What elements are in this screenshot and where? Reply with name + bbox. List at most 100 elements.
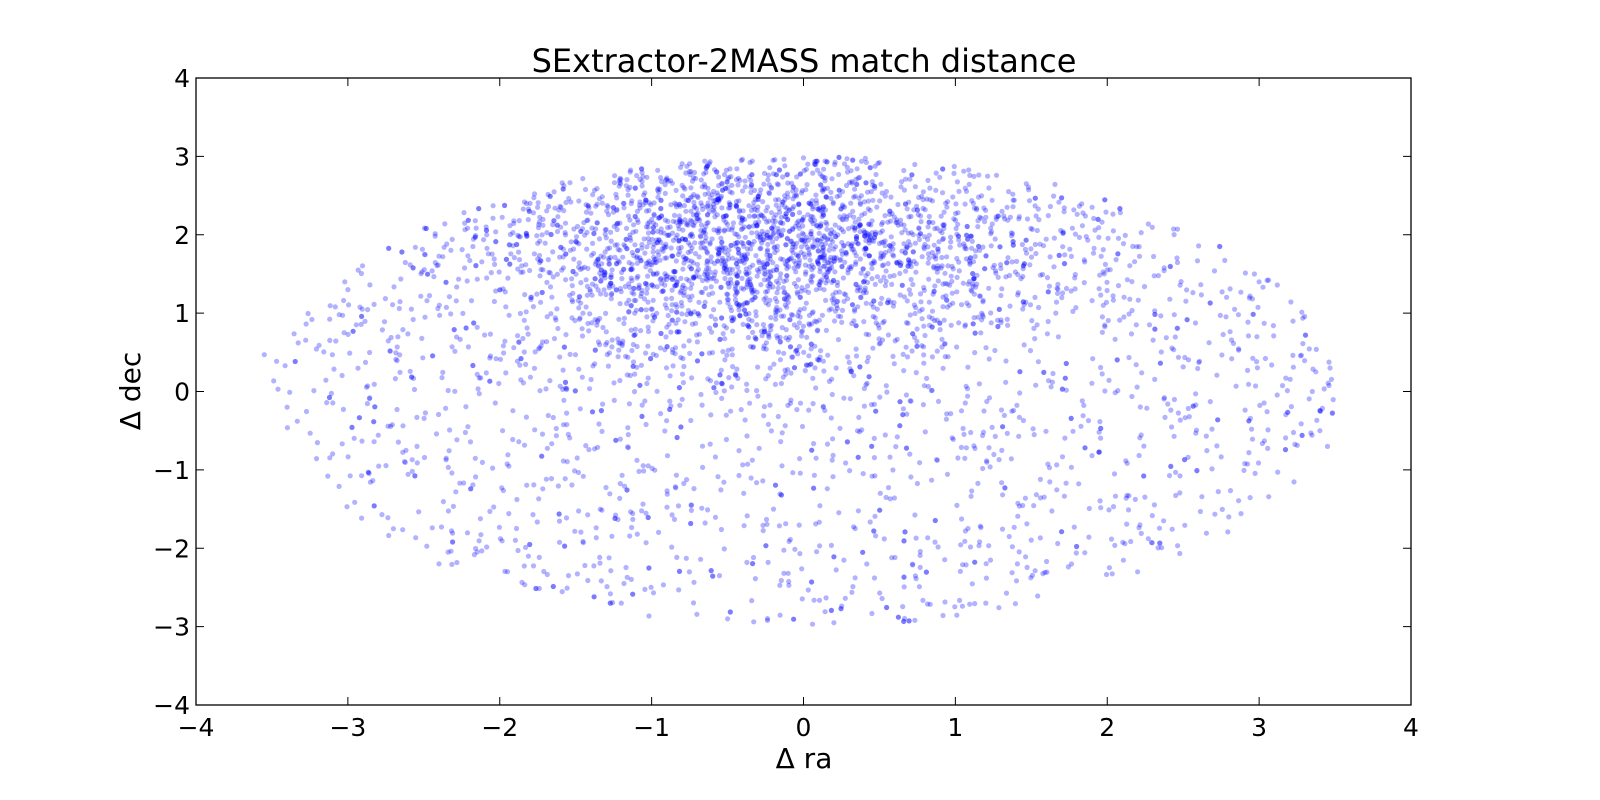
scatter-point [587, 386, 593, 392]
scatter-point [1285, 409, 1291, 415]
scatter-point [883, 383, 889, 389]
scatter-point [748, 246, 754, 252]
scatter-point [1302, 332, 1309, 338]
scatter-point [747, 279, 753, 285]
scatter-point [664, 491, 670, 497]
scatter-point [967, 255, 974, 261]
scatter-point [1190, 403, 1196, 409]
scatter-point [705, 200, 711, 206]
scatter-point [324, 400, 330, 406]
scatter-point [608, 296, 614, 302]
scatter-point [505, 452, 511, 458]
scatter-point [1238, 289, 1244, 295]
scatter-point [634, 255, 640, 261]
scatter-point [879, 263, 885, 269]
scatter-point [1076, 234, 1082, 240]
scatter-point [1317, 428, 1323, 434]
scatter-point [980, 432, 986, 439]
scatter-point [661, 230, 667, 236]
scatter-point [899, 230, 905, 236]
scatter-point [640, 202, 646, 208]
scatter-point [1302, 358, 1308, 364]
scatter-point [443, 279, 449, 285]
scatter-point [355, 365, 361, 371]
scatter-point [692, 251, 699, 257]
scatter-point [370, 478, 376, 484]
scatter-point [855, 241, 861, 247]
scatter-point [623, 225, 630, 231]
scatter-point [839, 226, 845, 232]
scatter-point [817, 503, 823, 509]
scatter-point [590, 192, 596, 198]
scatter-point [941, 317, 947, 323]
scatter-point [562, 379, 569, 385]
scatter-point [799, 237, 805, 243]
scatter-point [407, 368, 413, 374]
scatter-point [650, 590, 657, 596]
scatter-point [963, 562, 969, 568]
scatter-point [1027, 348, 1034, 354]
scatter-point [457, 480, 463, 486]
scatter-point [662, 428, 668, 434]
scatter-point [447, 427, 453, 433]
scatter-point [359, 515, 365, 521]
x-tick-label: −2 [481, 713, 518, 742]
scatter-point [570, 268, 576, 275]
scatter-point [889, 211, 895, 217]
scatter-point [915, 212, 921, 218]
scatter-point [365, 469, 371, 475]
scatter-point [658, 175, 664, 181]
scatter-point [872, 281, 878, 287]
scatter-point [752, 213, 758, 219]
scatter-point [934, 266, 940, 272]
scatter-point [1214, 443, 1220, 449]
scatter-point [329, 352, 335, 358]
scatter-point [726, 256, 732, 262]
scatter-point [689, 178, 696, 184]
scatter-point [857, 200, 863, 206]
scatter-point [672, 269, 678, 275]
scatter-point [830, 277, 837, 284]
scatter-point [828, 415, 834, 421]
scatter-point [797, 400, 804, 406]
scatter-point [913, 576, 919, 582]
scatter-point [630, 516, 636, 523]
scatter-point [702, 272, 708, 278]
scatter-point [888, 244, 894, 250]
scatter-point [1232, 306, 1238, 312]
scatter-point [385, 338, 391, 344]
scatter-point [913, 261, 919, 267]
scatter-point [975, 218, 981, 224]
scatter-point [808, 231, 814, 237]
scatter-point [1137, 435, 1143, 441]
scatter-point [940, 304, 946, 310]
scatter-point [416, 509, 422, 515]
scatter-point [584, 217, 590, 224]
scatter-point [820, 212, 827, 218]
scatter-point [816, 519, 822, 525]
scatter-point [1152, 311, 1158, 317]
scatter-point [980, 244, 986, 250]
scatter-point [854, 181, 860, 187]
scatter-point [975, 314, 981, 320]
scatter-point [748, 286, 755, 292]
scatter-point [723, 436, 730, 443]
scatter-point [596, 263, 602, 269]
scatter-point [1151, 502, 1157, 508]
scatter-point [796, 257, 803, 263]
scatter-point [790, 211, 796, 217]
scatter-point [971, 276, 977, 282]
scatter-point [531, 251, 538, 257]
scatter-point [682, 236, 689, 242]
scatter-point [1090, 356, 1096, 362]
scatter-point [774, 290, 780, 296]
scatter-point [615, 516, 621, 523]
scatter-point [669, 276, 675, 282]
scatter-point [1174, 259, 1181, 266]
scatter-point [507, 223, 513, 229]
scatter-point [703, 285, 709, 291]
scatter-point [688, 502, 694, 508]
scatter-point [830, 452, 836, 458]
scatter-point [726, 247, 732, 253]
scatter-point [766, 218, 772, 224]
